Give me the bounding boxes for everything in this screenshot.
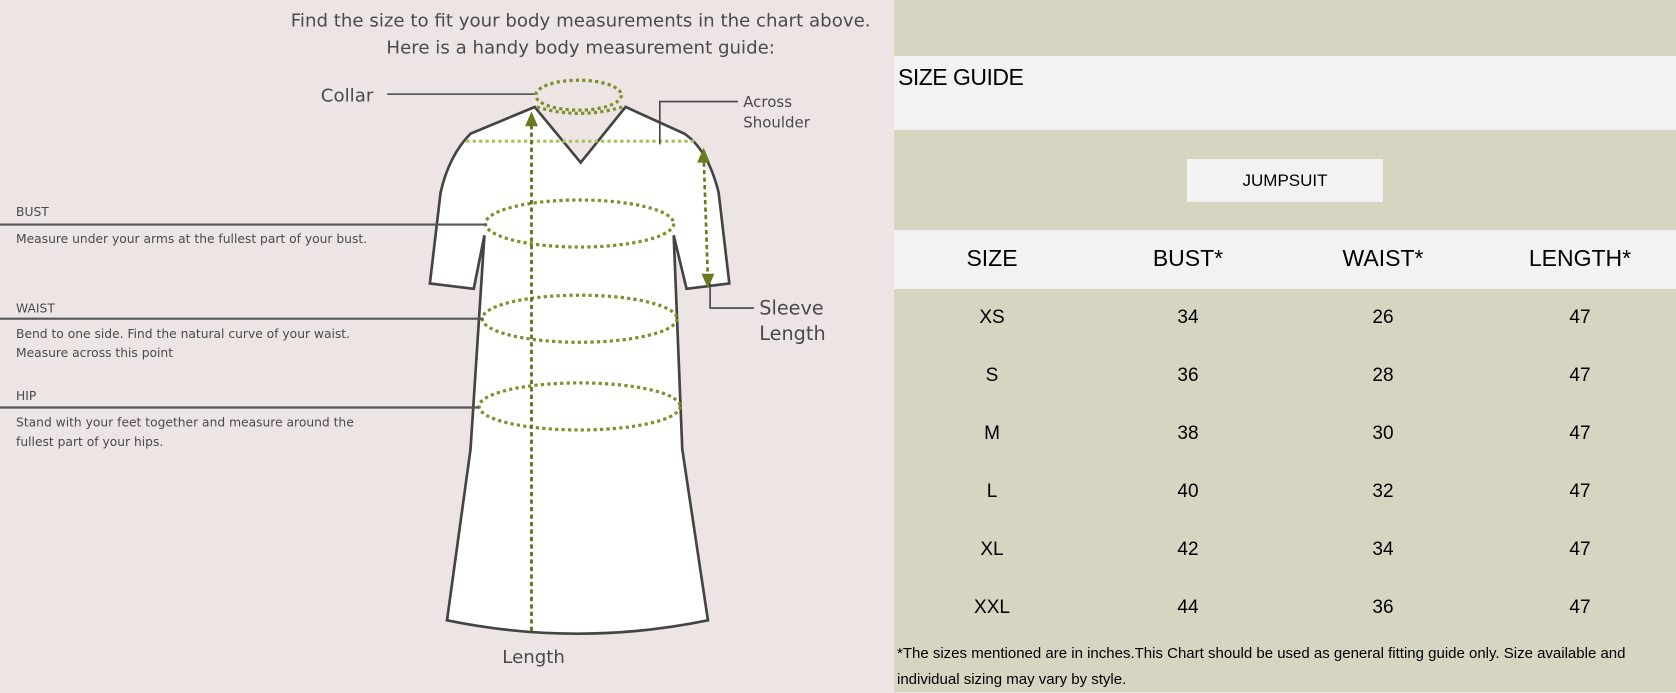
table-header-row [894, 230, 1676, 289]
collar-label: Collar [321, 86, 374, 107]
garment-illustration: Find the size to fit your body measureme… [0, 11, 871, 668]
waist-label: WAIST [16, 301, 55, 315]
cell-size: XL [980, 539, 1004, 560]
cell-length: 47 [1569, 307, 1591, 328]
cell-waist: 34 [1372, 539, 1394, 560]
garment-outline [428, 105, 731, 636]
cell-size: S [985, 365, 999, 386]
header-waist: WAIST* [1342, 245, 1424, 271]
hip-desc-1: Stand with your feet together and measur… [16, 416, 354, 430]
cell-bust: 38 [1177, 423, 1199, 444]
cell-size: XS [979, 307, 1005, 328]
header-size: SIZE [966, 245, 1018, 271]
cell-size: M [984, 423, 1000, 444]
sleeve-length-label-2: Length [759, 322, 825, 345]
waist-desc-1: Bend to one side. Find the natural curve… [16, 327, 350, 341]
cell-size: XXL [974, 597, 1010, 618]
cell-waist: 28 [1372, 365, 1394, 386]
hip-desc-2: fullest part of your hips. [16, 435, 163, 449]
cell-length: 47 [1569, 597, 1591, 618]
size-guide-title: SIZE GUIDE [898, 64, 1024, 90]
cell-length: 47 [1569, 539, 1591, 560]
sleeve-length-label: Sleeve [759, 296, 823, 319]
cell-waist: 30 [1372, 423, 1394, 444]
measurement-guide-panel: Find the size to fit your body measureme… [0, 10, 871, 669]
cell-bust: 40 [1177, 481, 1199, 502]
size-chart-panel: SIZE GUIDE JUMPSUIT SIZE BUST* WAIST* LE… [894, 0, 1676, 692]
cell-waist: 32 [1372, 481, 1394, 502]
bust-label: BUST [16, 205, 49, 219]
cell-waist: 26 [1372, 307, 1394, 328]
cell-bust: 42 [1177, 539, 1199, 560]
hip-label: HIP [16, 389, 36, 403]
length-label: Length [502, 647, 565, 668]
across-shoulder-label: Across [743, 93, 792, 111]
cell-bust: 44 [1177, 597, 1199, 618]
header-length: LENGTH* [1528, 245, 1632, 271]
title-band: SIZE GUIDE [894, 56, 1676, 130]
intro-line-2: Here is a handy body measurement guide: [386, 37, 774, 58]
cell-bust: 36 [1177, 365, 1199, 386]
cell-length: 47 [1569, 481, 1591, 502]
footnote: *The sizes mentioned are in inches.This … [897, 645, 1626, 688]
intro-line-1: Find the size to fit your body measureme… [291, 11, 871, 32]
header-bust: BUST* [1152, 245, 1224, 271]
cell-waist: 36 [1372, 597, 1394, 618]
bust-desc: Measure under your arms at the fullest p… [16, 232, 367, 246]
waist-desc-2: Measure across this point [16, 346, 173, 360]
cell-size: L [986, 481, 998, 502]
cell-length: 47 [1569, 365, 1591, 386]
cell-bust: 34 [1177, 307, 1199, 328]
cell-length: 47 [1569, 423, 1591, 444]
sleeve-measure [702, 155, 710, 281]
category-label: JUMPSUIT [1187, 159, 1383, 202]
across-shoulder-label-2: Shoulder [743, 113, 810, 131]
